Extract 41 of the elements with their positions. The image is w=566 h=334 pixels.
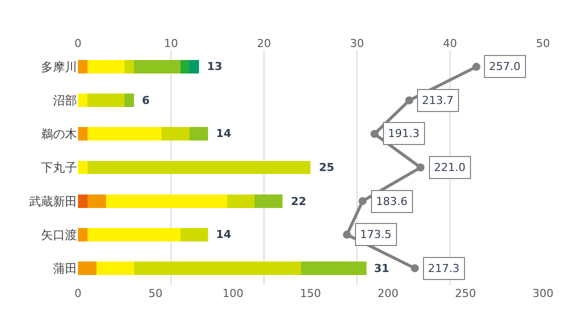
data-label: 257.0 xyxy=(489,60,520,73)
x-tick-label: 300 xyxy=(532,287,554,300)
x-tick-label: 200 xyxy=(378,287,398,300)
x2-tick-label: 30 xyxy=(350,36,364,50)
point xyxy=(405,96,414,104)
point xyxy=(416,164,425,172)
total-label: 22 xyxy=(291,195,306,208)
y-tick-label: 武蔵新田 xyxy=(29,194,77,208)
x2-tick-label: 10 xyxy=(164,36,178,50)
x-tick-label: 50 xyxy=(148,287,162,300)
point xyxy=(370,130,379,138)
data-label: 221.0 xyxy=(434,161,466,174)
x-tick-label: 100 xyxy=(222,287,244,300)
x-tick-label: 250 xyxy=(455,287,476,300)
x2-tick-label: 0 xyxy=(74,36,82,50)
x2-tick-label: 50 xyxy=(536,36,550,50)
point xyxy=(342,230,351,239)
data-label: 213.7 xyxy=(422,94,454,107)
total-label: 31 xyxy=(374,262,390,275)
data-label: 191.3 xyxy=(388,127,420,140)
total-label: 25 xyxy=(319,161,334,174)
total-label: 6 xyxy=(142,94,150,107)
total-label: 14 xyxy=(216,228,232,241)
y-tick-label: 鵜の木 xyxy=(41,127,77,142)
total-label: 14 xyxy=(216,127,232,140)
y-tick-label: 多摩川 xyxy=(41,60,77,74)
y-tick-label: 下丸子 xyxy=(41,160,77,175)
point xyxy=(472,62,480,71)
y-tick-label: 沼部 xyxy=(53,94,77,108)
data-label: 217.3 xyxy=(428,262,460,275)
total-label: 13 xyxy=(207,60,222,73)
data-label: 173.5 xyxy=(360,228,392,241)
y-tick-label: 矢口渡 xyxy=(41,228,77,242)
point xyxy=(358,197,367,206)
x2-tick-label: 40 xyxy=(443,36,457,50)
x-tick-label: 150 xyxy=(300,287,321,300)
x-tick-label: 0 xyxy=(74,287,82,300)
x2-tick-label: 20 xyxy=(257,36,271,50)
y-tick-label: 蒲田 xyxy=(53,261,77,276)
point xyxy=(410,264,419,272)
data-label: 183.6 xyxy=(376,195,408,208)
